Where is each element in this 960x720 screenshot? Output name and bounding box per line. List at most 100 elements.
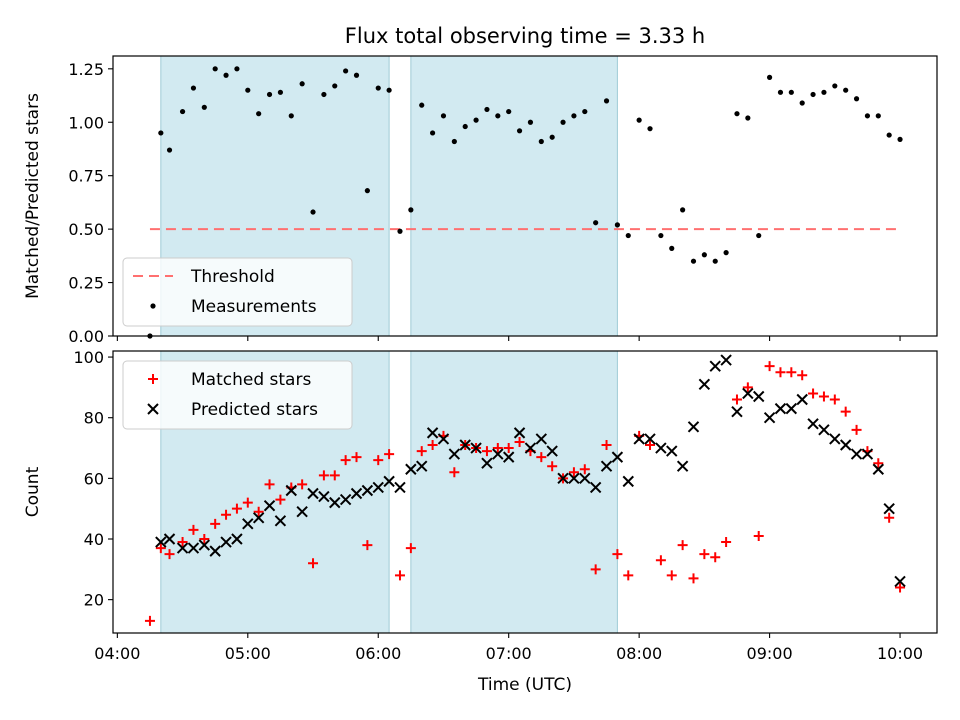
matched-star-point <box>786 367 797 378</box>
count-legend: Matched stars Predicted stars <box>122 360 353 430</box>
legend-box <box>122 360 353 430</box>
matched-star-point <box>623 570 634 581</box>
predicted-star-point <box>894 575 906 588</box>
measurement-point <box>364 188 370 194</box>
measurement-point <box>647 126 653 132</box>
predicted-star-point <box>263 499 276 512</box>
predicted-star-point <box>850 448 863 460</box>
predicted-star-point <box>502 451 515 463</box>
measurement-point <box>484 106 490 113</box>
predicted-star-point <box>622 475 634 488</box>
matched-star-point <box>873 458 884 469</box>
measurement-point <box>843 87 849 93</box>
predicted-star-point <box>742 387 754 400</box>
x-tick-label: 06:00 <box>355 644 401 663</box>
predicted-star-point <box>666 445 678 457</box>
y-tick-label: 40 <box>84 530 104 549</box>
legend-predicted-swatch <box>147 403 159 415</box>
predicted-star-point <box>687 421 700 433</box>
measurement-point <box>538 138 544 145</box>
measurement-point <box>603 98 610 104</box>
count-panel: 20 40 60 80 100 04:00 05:00 06:00 07:00 08:00 09:… <box>23 348 938 695</box>
measurement-point <box>451 138 457 145</box>
predicted-star-point <box>753 390 765 403</box>
matched-star-point <box>503 443 514 454</box>
predicted-star-point <box>557 472 569 485</box>
matched-star-point <box>275 494 286 505</box>
y-tick-label: 20 <box>84 591 104 610</box>
measurement-point <box>723 250 729 256</box>
matched-star-point <box>536 452 547 463</box>
predicted-star-point <box>611 451 624 463</box>
measurement-point <box>571 113 577 119</box>
matched-star-point <box>210 518 221 529</box>
measurement-point <box>777 89 784 95</box>
measurement-point <box>734 111 740 117</box>
matched-star-point <box>297 479 308 490</box>
y-tick-label: 0.50 <box>68 220 104 239</box>
predicted-star-point <box>318 490 330 503</box>
matched-star-point <box>775 367 786 378</box>
predicted-star-point <box>763 412 776 424</box>
y-tick-label: 1.00 <box>68 113 104 132</box>
predicted-star-point <box>829 433 841 445</box>
x-tick-label: 05:00 <box>225 644 271 663</box>
predicted-star-point <box>155 536 167 548</box>
predicted-star-point <box>655 442 667 454</box>
predicted-star-point <box>785 402 798 415</box>
predicted-star-point <box>546 445 558 457</box>
matched-star-point <box>242 497 253 508</box>
legend-label: Matched stars <box>191 370 311 390</box>
predicted-star-point <box>426 427 439 439</box>
measurement-point <box>375 85 381 91</box>
y-tick-label: 0.25 <box>68 274 104 293</box>
measurement-point <box>321 91 327 98</box>
chart-title: Flux total observing time = 3.33 h <box>345 24 705 48</box>
matched-star-point <box>753 530 764 541</box>
predicted-star-point <box>644 433 656 445</box>
x-tick-label: 04:00 <box>94 644 140 663</box>
measurement-point <box>853 96 860 102</box>
matched-star-point <box>721 537 732 548</box>
measurement-point <box>886 132 892 138</box>
ratio-panel: 0.00 0.25 0.50 0.75 1.00 1.25 Matched/Predict… <box>23 55 938 346</box>
predicted-star-point <box>492 448 504 460</box>
matched-star-point <box>742 382 753 393</box>
measurement-point <box>701 252 707 258</box>
measurement-point <box>614 222 621 228</box>
predicted-star-point <box>339 493 352 506</box>
matched-star-point <box>199 534 210 544</box>
measurement-point <box>766 74 773 80</box>
legend-matched-swatch <box>148 374 158 384</box>
measurement-point <box>712 258 718 264</box>
matched-star-point <box>416 446 427 457</box>
matched-star-point <box>155 543 166 554</box>
predicted-star-point <box>416 460 428 472</box>
matched-star-point <box>655 555 666 566</box>
matched-star-point <box>449 467 460 478</box>
measurement-point <box>832 83 838 89</box>
measurement-point <box>625 232 631 239</box>
measurement-point <box>397 228 403 234</box>
measurement-point <box>158 130 164 136</box>
matched-star-point <box>601 440 612 450</box>
matched-star-point <box>645 440 656 450</box>
measurement-point <box>669 245 675 251</box>
predicted-star-point <box>285 484 297 497</box>
measurement-point <box>429 130 436 136</box>
x-tick-label: 08:00 <box>616 644 662 663</box>
predicted-star-point <box>296 506 308 518</box>
legend-label: Threshold <box>190 267 275 287</box>
observing-window <box>410 55 618 337</box>
matched-star-point <box>221 509 232 520</box>
matched-star-point <box>318 470 329 481</box>
measurement-point <box>658 232 664 239</box>
legend-box <box>122 257 353 327</box>
measurement-point <box>582 108 588 115</box>
matched-star-point <box>264 479 275 490</box>
ratio-legend: Threshold Measurements <box>122 257 353 327</box>
measurement-point <box>756 232 762 239</box>
legend-label: Predicted stars <box>191 400 318 420</box>
matched-star-point <box>808 388 819 399</box>
y-tick-label: 0.75 <box>68 167 104 186</box>
